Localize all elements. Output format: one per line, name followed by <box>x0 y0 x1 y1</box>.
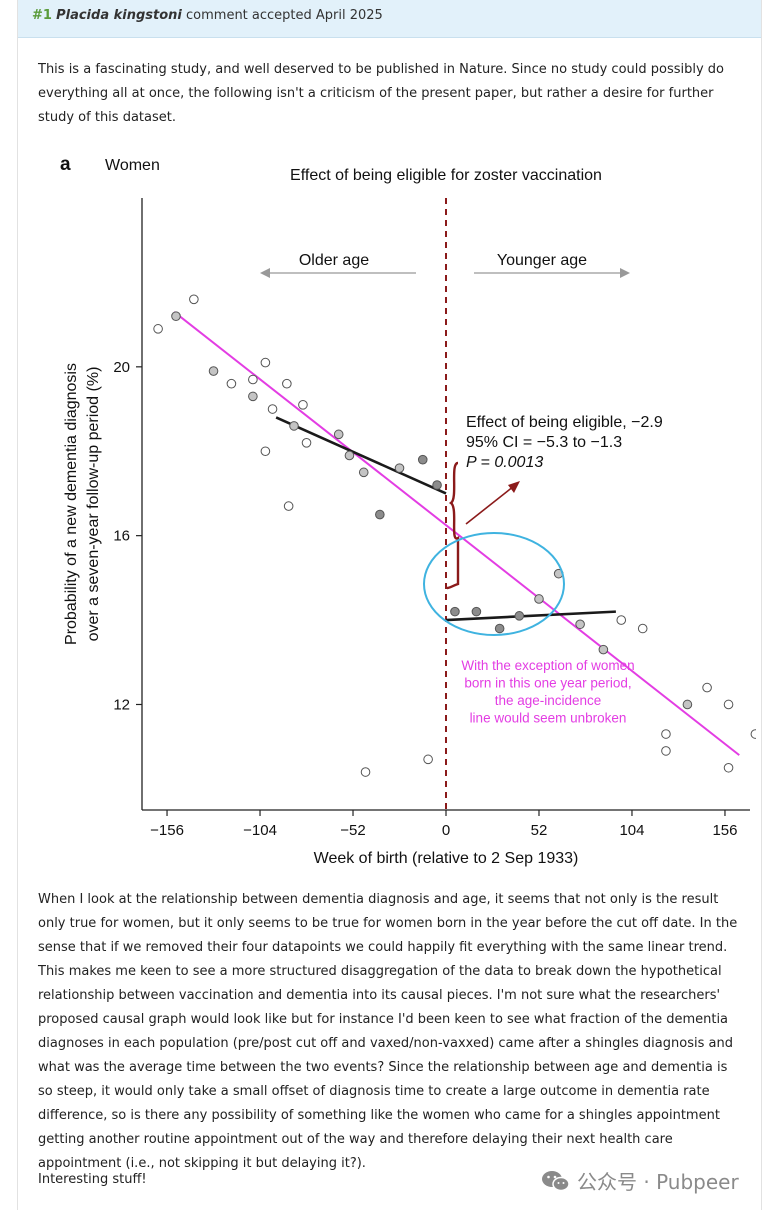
y-axis-label-line2: over a seven-year follow-up period (%) <box>85 367 102 642</box>
data-point <box>358 467 369 478</box>
data-point <box>267 404 278 414</box>
data-point <box>289 421 299 431</box>
x-tick-label: 52 <box>531 822 548 839</box>
fit-line <box>445 610 616 622</box>
data-point <box>514 611 525 621</box>
data-point <box>360 767 371 777</box>
data-point <box>450 606 460 617</box>
x-tick-label: 156 <box>712 822 737 839</box>
data-point <box>394 463 405 473</box>
watermark-text: 公众号 · Pubpeer <box>577 1170 739 1194</box>
effect-text-line: Effect of being eligible, −2.9 <box>466 414 663 431</box>
data-point <box>189 294 199 305</box>
chart-subtitle: Women <box>105 157 160 174</box>
data-point <box>260 446 271 457</box>
comment-status: comment accepted April 2025 <box>186 8 383 23</box>
y-tick-label: 20 <box>113 359 130 376</box>
data-point <box>282 378 292 389</box>
data-point <box>417 454 428 465</box>
comment-closing: Interesting stuff! <box>38 1172 147 1187</box>
data-point <box>344 450 355 461</box>
x-axis-label: Week of birth (relative to 2 Sep 1933) <box>314 850 579 867</box>
data-point <box>226 378 237 389</box>
data-point <box>575 619 585 630</box>
data-point <box>702 682 712 693</box>
direction-right-label: Younger age <box>497 252 587 269</box>
trend-line <box>173 311 740 756</box>
data-point <box>248 391 258 402</box>
x-tick-label: −156 <box>150 822 184 839</box>
comment-card: #1 Placida kingstoni comment accepted Ap… <box>17 0 762 1210</box>
data-point <box>208 366 219 376</box>
data-point <box>283 501 294 511</box>
x-tick-label: 0 <box>442 822 450 839</box>
comment-header: #1 Placida kingstoni comment accepted Ap… <box>18 0 761 38</box>
data-point <box>723 699 734 710</box>
younger-age-arrowhead <box>620 268 630 278</box>
data-point <box>471 606 482 617</box>
data-point <box>298 400 308 410</box>
y-tick-label: 16 <box>113 528 130 545</box>
x-tick-label: 104 <box>619 822 644 839</box>
data-point <box>598 644 609 655</box>
annotation-arrowhead <box>508 481 520 493</box>
fit-line <box>275 416 447 495</box>
figure-image: a Women Effect of being eligible for zoste… <box>44 148 761 877</box>
data-point <box>153 324 163 334</box>
x-tick-label: −52 <box>340 822 365 839</box>
data-point <box>423 754 433 765</box>
data-point <box>661 729 671 739</box>
data-point <box>534 594 544 604</box>
direction-left-label: Older age <box>299 252 369 269</box>
annotation-note-line: born in this one year period, <box>464 676 631 691</box>
data-point <box>375 509 385 520</box>
chart-title: Effect of being eligible for zoster vacc… <box>290 167 602 184</box>
annotation-note-line: With the exception of women <box>461 658 634 673</box>
y-tick-label: 12 <box>113 696 130 713</box>
wechat-icon <box>541 1169 571 1193</box>
annotation-arrow <box>465 485 515 525</box>
data-point <box>637 623 648 634</box>
data-point <box>248 374 258 385</box>
panel-label: a <box>60 154 71 175</box>
data-point <box>750 729 761 739</box>
data-point <box>682 699 693 710</box>
data-point <box>260 357 271 368</box>
data-point <box>661 746 671 756</box>
data-point <box>616 615 627 625</box>
data-point <box>494 623 505 634</box>
x-tick-label: −104 <box>243 822 277 839</box>
data-point <box>333 429 344 440</box>
effect-text-line: 95% CI = −5.3 to −1.3 <box>466 434 622 451</box>
effect-brace <box>446 461 460 590</box>
data-point <box>723 762 734 773</box>
comment-body: When I look at the relationship between … <box>38 892 738 1171</box>
watermark: 公众号 · Pubpeer <box>541 1166 739 1195</box>
annotation-note-line: the age-incidence <box>495 693 602 708</box>
data-point <box>432 480 442 490</box>
data-point <box>301 438 312 448</box>
highlight-ellipse <box>423 532 565 636</box>
effect-chart: a Women Effect of being eligible for zoste… <box>60 154 761 867</box>
comment-author[interactable]: Placida kingstoni <box>56 8 182 23</box>
comment-intro: This is a fascinating study, and well de… <box>38 62 725 125</box>
data-point <box>171 311 181 321</box>
older-age-arrowhead <box>260 268 270 278</box>
comment-meta: #1 Placida kingstoni comment accepted Ap… <box>32 8 383 23</box>
annotation-note-line: line would seem unbroken <box>470 711 627 726</box>
y-axis-label-line1: Probability of a new dementia diagnosis <box>63 363 80 645</box>
comment-number[interactable]: #1 <box>32 8 52 23</box>
effect-text-line: P = 0.0013 <box>466 454 543 471</box>
